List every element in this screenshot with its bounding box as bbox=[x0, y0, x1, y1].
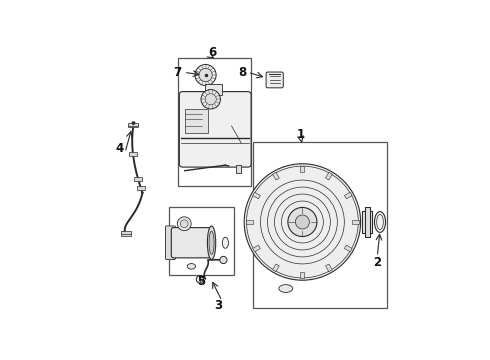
Circle shape bbox=[199, 68, 212, 82]
Bar bbox=[170, 207, 235, 275]
FancyBboxPatch shape bbox=[253, 192, 260, 199]
Bar bbox=[178, 58, 251, 186]
Bar bbox=[185, 109, 208, 133]
Bar bbox=[128, 125, 138, 127]
Text: 8: 8 bbox=[239, 66, 247, 79]
FancyBboxPatch shape bbox=[325, 264, 332, 272]
FancyBboxPatch shape bbox=[166, 226, 175, 260]
Bar bbox=[137, 186, 145, 190]
Text: 2: 2 bbox=[373, 256, 381, 269]
Bar bbox=[362, 211, 372, 233]
Ellipse shape bbox=[207, 226, 216, 260]
FancyBboxPatch shape bbox=[352, 220, 359, 224]
Bar bbox=[236, 165, 241, 174]
Circle shape bbox=[196, 276, 203, 283]
Text: 3: 3 bbox=[214, 299, 222, 312]
FancyBboxPatch shape bbox=[344, 192, 352, 199]
Ellipse shape bbox=[187, 264, 196, 269]
Bar bbox=[134, 177, 142, 181]
Bar bbox=[121, 233, 130, 235]
Bar bbox=[205, 84, 222, 95]
Bar bbox=[129, 152, 137, 156]
Ellipse shape bbox=[209, 231, 214, 255]
Circle shape bbox=[177, 217, 191, 231]
Text: 7: 7 bbox=[173, 66, 182, 79]
FancyBboxPatch shape bbox=[266, 72, 283, 88]
Circle shape bbox=[201, 90, 220, 109]
Ellipse shape bbox=[279, 285, 293, 292]
Circle shape bbox=[180, 220, 188, 228]
FancyBboxPatch shape bbox=[179, 91, 251, 167]
FancyBboxPatch shape bbox=[272, 264, 279, 272]
Circle shape bbox=[244, 164, 361, 280]
Bar bbox=[128, 123, 138, 126]
Circle shape bbox=[295, 215, 309, 229]
FancyBboxPatch shape bbox=[246, 220, 253, 224]
Circle shape bbox=[195, 64, 216, 86]
Text: 5: 5 bbox=[197, 275, 205, 288]
FancyBboxPatch shape bbox=[300, 272, 304, 278]
Ellipse shape bbox=[222, 237, 228, 248]
Circle shape bbox=[220, 256, 227, 264]
FancyBboxPatch shape bbox=[272, 172, 279, 180]
Ellipse shape bbox=[374, 212, 386, 233]
FancyBboxPatch shape bbox=[300, 166, 304, 172]
Text: 1: 1 bbox=[297, 128, 305, 141]
Circle shape bbox=[288, 207, 317, 237]
Text: 6: 6 bbox=[208, 46, 217, 59]
FancyBboxPatch shape bbox=[172, 228, 212, 258]
FancyBboxPatch shape bbox=[325, 172, 332, 180]
Bar bbox=[365, 207, 370, 237]
Circle shape bbox=[205, 94, 216, 105]
Bar bbox=[121, 231, 130, 234]
Bar bbox=[252, 141, 387, 308]
Text: 4: 4 bbox=[115, 142, 123, 155]
FancyBboxPatch shape bbox=[253, 245, 260, 252]
FancyBboxPatch shape bbox=[344, 245, 352, 252]
